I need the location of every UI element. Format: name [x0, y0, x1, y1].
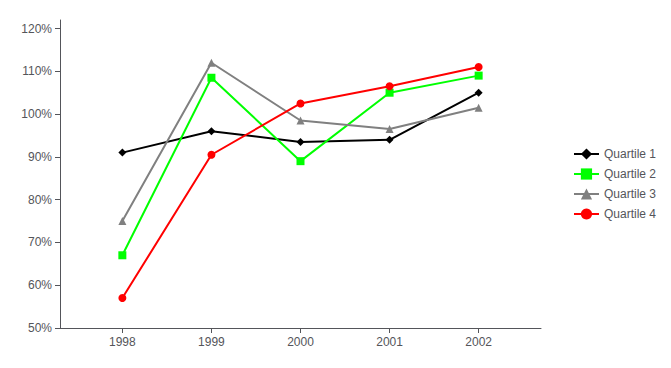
svg-text:1998: 1998 [109, 335, 136, 349]
svg-text:100%: 100% [21, 107, 52, 121]
svg-text:Quartile 4: Quartile 4 [604, 207, 656, 221]
svg-text:70%: 70% [28, 235, 52, 249]
svg-text:2002: 2002 [465, 335, 492, 349]
svg-text:Quartile 3: Quartile 3 [604, 187, 656, 201]
svg-text:2000: 2000 [287, 335, 314, 349]
svg-text:120%: 120% [21, 22, 52, 36]
svg-text:Quartile 1: Quartile 1 [604, 147, 656, 161]
svg-text:50%: 50% [28, 321, 52, 335]
svg-text:60%: 60% [28, 278, 52, 292]
svg-text:110%: 110% [22, 64, 52, 78]
svg-text:90%: 90% [28, 150, 52, 164]
svg-text:2001: 2001 [376, 335, 403, 349]
svg-text:1999: 1999 [198, 335, 225, 349]
svg-text:80%: 80% [28, 193, 52, 207]
svg-text:Quartile 2: Quartile 2 [604, 167, 656, 181]
